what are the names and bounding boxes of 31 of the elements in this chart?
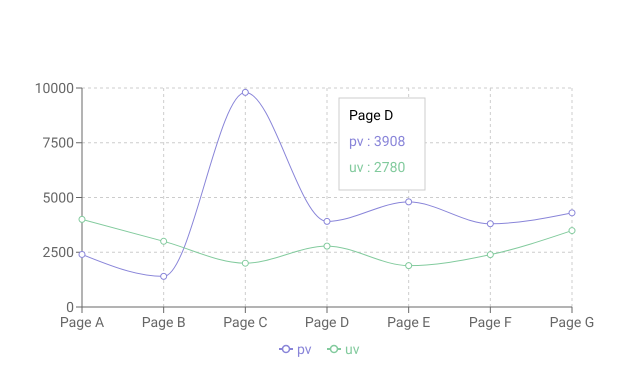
point xyxy=(78,216,86,223)
x-tick-label: Page A xyxy=(60,315,104,331)
point xyxy=(324,242,330,250)
point xyxy=(405,198,412,206)
annotation: pv : 3908 xyxy=(349,134,406,150)
point xyxy=(324,218,330,225)
x-tick-label: Page E xyxy=(387,315,430,331)
point xyxy=(568,227,576,234)
legend-label: uv xyxy=(345,342,360,358)
x-tick-label: Page G xyxy=(550,315,594,331)
point xyxy=(242,88,249,96)
legend-label: pv xyxy=(297,342,312,358)
point xyxy=(405,262,412,270)
x-tick-label: Page F xyxy=(468,315,512,331)
point xyxy=(486,220,494,228)
x-tick-label: Page C xyxy=(223,315,268,331)
y-tick-label: 7500 xyxy=(42,136,74,152)
point xyxy=(242,260,249,267)
point xyxy=(568,209,576,216)
point xyxy=(160,272,168,280)
y-tick-label: 0 xyxy=(66,300,74,316)
point xyxy=(486,251,494,258)
y-tick-label: 2500 xyxy=(42,245,74,262)
x-tick-label: Page D xyxy=(304,315,350,331)
y-tick-label: 10000 xyxy=(34,80,74,97)
annotation: uv : 2780 xyxy=(349,160,406,176)
annotation: Page D xyxy=(349,108,394,124)
x-tick-label: Page B xyxy=(142,315,186,331)
point xyxy=(78,250,86,258)
y-tick-label: 5000 xyxy=(42,190,74,206)
point xyxy=(160,238,168,245)
